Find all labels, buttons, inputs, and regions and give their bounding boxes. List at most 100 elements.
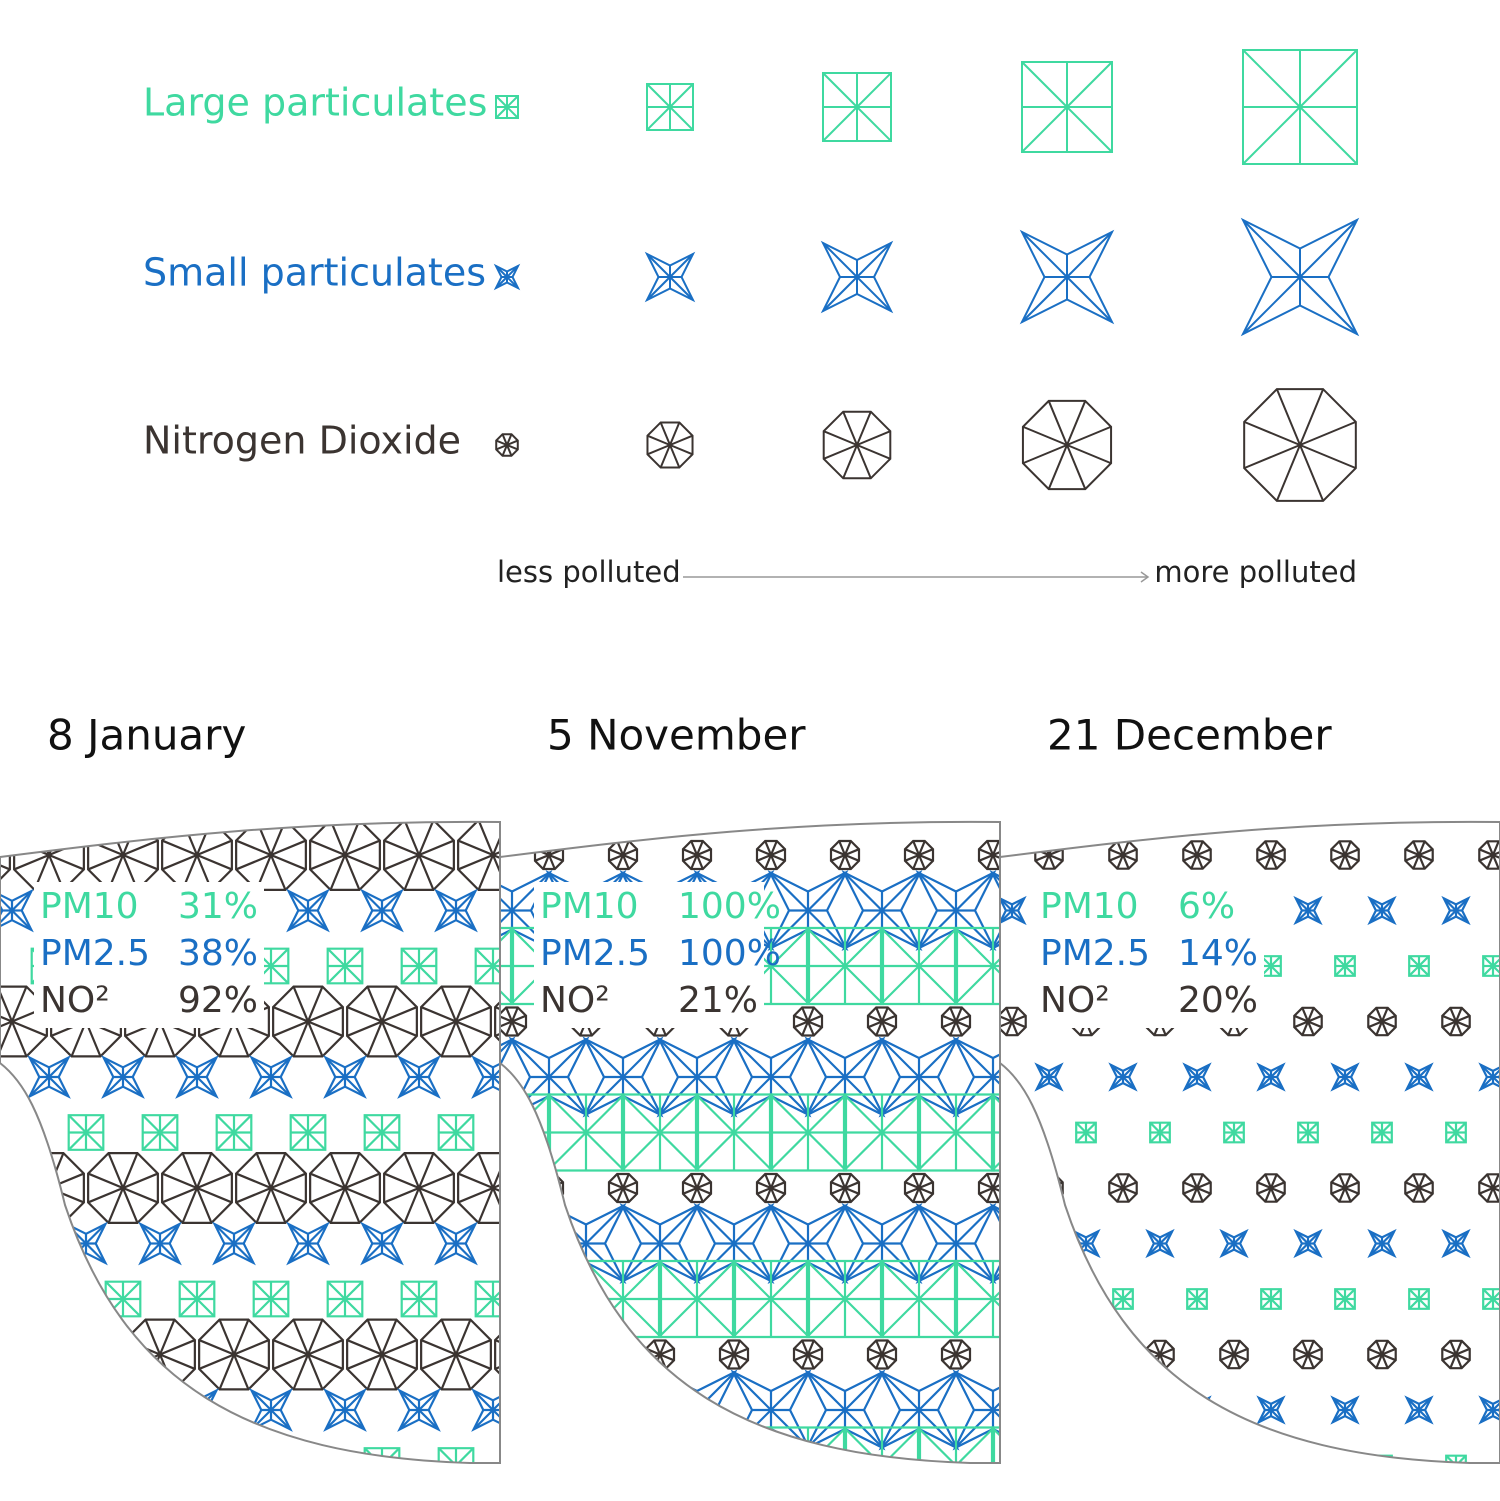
icon-line	[287, 1223, 309, 1245]
icon-line	[1242, 106, 1301, 165]
star-icon	[1404, 1395, 1434, 1425]
icon-line	[1116, 1173, 1125, 1189]
octagon-icon	[1441, 1006, 1471, 1037]
icon-line	[363, 1114, 383, 1134]
icon-line	[0, 1020, 13, 1037]
icon-line	[1084, 1340, 1093, 1355]
icon-line	[107, 1152, 125, 1189]
icon-line	[1270, 848, 1286, 857]
icon-line	[550, 1282, 567, 1299]
icon-line	[622, 1409, 662, 1449]
icon-line	[1048, 1298, 1060, 1310]
icon-line	[1075, 1131, 1087, 1144]
icon-line	[122, 839, 159, 857]
icon-line	[769, 871, 809, 912]
icon-line	[1242, 49, 1301, 108]
icon-line	[924, 1022, 938, 1028]
icon-line	[1369, 909, 1383, 924]
icon-line	[1034, 1181, 1050, 1190]
octagon-icon	[940, 1006, 972, 1037]
icon-line	[880, 1021, 889, 1036]
icon-line	[506, 439, 519, 446]
reading-value: 6%	[1178, 886, 1235, 927]
icon-line	[472, 1056, 494, 1078]
icon-line	[1067, 1182, 1081, 1188]
square-icon	[694, 1093, 774, 1172]
octagon-icon	[924, 1341, 951, 1368]
icon-outline	[27, 1388, 71, 1432]
icon-outline	[1034, 1395, 1064, 1425]
icon-line	[1001, 1454, 1013, 1463]
icon-line	[1085, 1454, 1097, 1463]
icon-line	[1067, 1188, 1073, 1202]
icon-line	[343, 1187, 361, 1224]
reading-name: NO²	[40, 980, 110, 1021]
icon-line	[764, 854, 773, 870]
icon-line	[292, 1319, 310, 1355]
icon-outline	[67, 1447, 105, 1463]
icon-line	[506, 444, 519, 451]
icon-line	[918, 1409, 958, 1449]
icon-line	[0, 1319, 14, 1355]
icon-line	[1195, 840, 1204, 856]
square-icon	[1334, 955, 1356, 977]
icon-line	[308, 1466, 325, 1483]
icon-line	[608, 1181, 624, 1190]
icon-line	[1412, 1173, 1421, 1189]
octagon-icon	[383, 821, 455, 891]
icon-line	[454, 1319, 472, 1355]
icon-line	[1021, 106, 1068, 153]
icon-line	[1299, 388, 1325, 446]
icon-line	[646, 106, 671, 131]
icon-line	[530, 1224, 549, 1243]
icon-line	[843, 871, 883, 912]
star-icon	[212, 1221, 256, 1266]
icon-line	[380, 986, 398, 1022]
icon-line	[400, 1298, 420, 1318]
icon-line	[822, 276, 858, 312]
icon-line	[495, 265, 508, 278]
reading-name: PM2.5	[1040, 933, 1150, 974]
icon-line	[11, 1353, 48, 1370]
icon-line	[1270, 1298, 1282, 1310]
icon-line	[622, 848, 638, 857]
icon-line	[669, 434, 693, 446]
icon-line	[196, 1298, 216, 1318]
icon-line	[1455, 1020, 1471, 1029]
icon-line	[1147, 1230, 1161, 1245]
icon-line	[1042, 1173, 1051, 1189]
icon-line	[510, 1298, 550, 1338]
icon-line	[695, 1426, 735, 1463]
icon-line	[917, 854, 926, 870]
square-icon	[657, 1259, 737, 1339]
icon-line	[548, 1038, 588, 1078]
icon-line	[30, 1280, 50, 1300]
icon-line	[1299, 219, 1358, 278]
icon-line	[682, 853, 698, 862]
icon-line	[1190, 1187, 1199, 1203]
star-icon	[500, 1203, 553, 1284]
octagon-icon	[1145, 1339, 1175, 1370]
icon-line	[880, 965, 920, 1005]
icon-line	[1184, 1064, 1198, 1078]
icon-line	[1491, 854, 1500, 870]
icon-outline	[461, 841, 489, 869]
icon-line	[954, 1354, 963, 1369]
icon-line	[992, 1298, 1000, 1338]
star-icon	[1330, 1062, 1360, 1092]
square-icon	[252, 1280, 290, 1318]
icon-line	[844, 853, 860, 862]
icon-line	[732, 1076, 772, 1116]
star-icon	[1219, 1228, 1249, 1259]
icon-line	[823, 430, 858, 446]
icon-line	[542, 1173, 551, 1189]
icon-line	[344, 1389, 366, 1411]
icon-line	[770, 1076, 810, 1116]
icon-line	[1307, 1454, 1319, 1463]
icon-line	[86, 1466, 103, 1483]
square-icon	[928, 1456, 948, 1476]
icon-line	[1264, 1187, 1273, 1203]
icon-line	[622, 1038, 662, 1078]
icon-line	[510, 1340, 519, 1355]
readings-box	[34, 882, 264, 1028]
